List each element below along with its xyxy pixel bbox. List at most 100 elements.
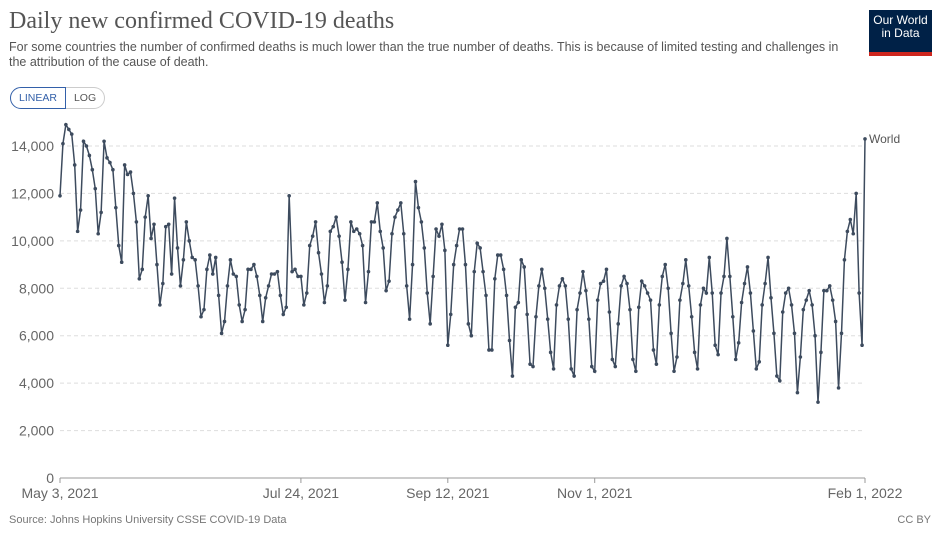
data-point xyxy=(566,317,571,321)
data-point xyxy=(213,255,218,260)
data-point xyxy=(64,122,68,127)
data-point xyxy=(654,362,659,366)
data-point xyxy=(243,307,247,312)
data-point xyxy=(495,253,500,257)
data-point xyxy=(58,194,62,198)
data-point xyxy=(681,281,685,286)
data-point xyxy=(860,343,864,348)
data-point xyxy=(75,229,80,234)
data-point xyxy=(310,234,315,238)
data-point xyxy=(625,281,629,286)
data-point xyxy=(642,284,647,288)
data-point xyxy=(187,239,192,243)
data-point xyxy=(363,300,368,305)
data-point xyxy=(775,374,779,378)
data-point xyxy=(446,343,450,348)
data-point xyxy=(252,262,256,267)
data-point xyxy=(669,331,673,336)
data-point xyxy=(766,255,770,260)
data-point xyxy=(757,360,762,364)
data-point xyxy=(325,284,330,288)
log-button[interactable]: LOG xyxy=(65,87,106,109)
license[interactable]: CC BY xyxy=(897,514,931,526)
data-point xyxy=(343,298,347,302)
data-point xyxy=(425,291,430,295)
data-point xyxy=(166,222,171,227)
data-point xyxy=(569,367,574,371)
data-point xyxy=(72,163,77,167)
data-point xyxy=(769,295,773,300)
data-point xyxy=(210,272,215,276)
data-point xyxy=(675,355,679,359)
data-point xyxy=(789,303,794,307)
data-point xyxy=(407,317,412,321)
source[interactable]: Source: Johns Hopkins University CSSE CO… xyxy=(9,514,287,526)
data-point xyxy=(340,260,344,265)
data-point xyxy=(219,331,224,336)
data-point xyxy=(202,307,206,312)
data-point xyxy=(563,284,568,288)
y-tick-label: 12,000 xyxy=(11,185,54,201)
data-point xyxy=(61,141,65,146)
data-point xyxy=(578,291,582,295)
data-point xyxy=(648,298,653,302)
data-point xyxy=(792,331,797,336)
data-point xyxy=(798,355,803,359)
data-point xyxy=(319,272,324,276)
data-point xyxy=(328,229,333,234)
data-point xyxy=(657,303,662,307)
data-point xyxy=(122,163,127,167)
data-point xyxy=(551,367,556,371)
data-point xyxy=(396,208,400,212)
data-point xyxy=(146,194,150,198)
data-point xyxy=(119,260,124,265)
data-point xyxy=(84,144,89,148)
data-point xyxy=(857,291,861,295)
scale-toggle: LINEAR LOG xyxy=(10,87,106,109)
data-point xyxy=(78,208,83,212)
data-point xyxy=(81,139,86,144)
data-point xyxy=(393,215,397,219)
data-point xyxy=(222,319,227,324)
data-point xyxy=(346,267,350,272)
data-point xyxy=(466,322,471,326)
data-point xyxy=(581,269,585,274)
data-point xyxy=(255,274,259,279)
x-tick-label: Nov 1, 2021 xyxy=(557,485,633,501)
data-point xyxy=(431,274,435,279)
data-point xyxy=(481,269,485,274)
data-point xyxy=(404,284,409,288)
data-point xyxy=(742,281,747,286)
data-point xyxy=(175,246,180,250)
data-point xyxy=(825,288,829,293)
linear-button[interactable]: LINEAR xyxy=(10,87,66,109)
data-point xyxy=(487,348,491,352)
data-point xyxy=(645,291,650,295)
data-point xyxy=(304,291,309,295)
data-point xyxy=(601,279,606,283)
data-point xyxy=(387,279,391,283)
data-point xyxy=(440,222,444,227)
data-point xyxy=(651,348,656,352)
data-point xyxy=(833,319,838,324)
data-point xyxy=(639,279,644,283)
data-point xyxy=(266,284,271,288)
data-point xyxy=(772,331,776,336)
data-point xyxy=(334,215,338,219)
data-point xyxy=(134,220,139,224)
data-point xyxy=(137,277,142,281)
data-point xyxy=(704,291,709,295)
data-point xyxy=(131,191,136,196)
data-point xyxy=(67,127,71,132)
data-point xyxy=(725,236,729,241)
data-point xyxy=(692,350,697,355)
logo[interactable]: Our World in Data xyxy=(869,10,932,56)
data-point xyxy=(780,310,785,314)
data-point xyxy=(522,265,526,269)
data-point xyxy=(548,350,553,355)
data-point xyxy=(619,284,623,288)
data-point xyxy=(504,293,509,298)
data-point xyxy=(634,369,638,374)
